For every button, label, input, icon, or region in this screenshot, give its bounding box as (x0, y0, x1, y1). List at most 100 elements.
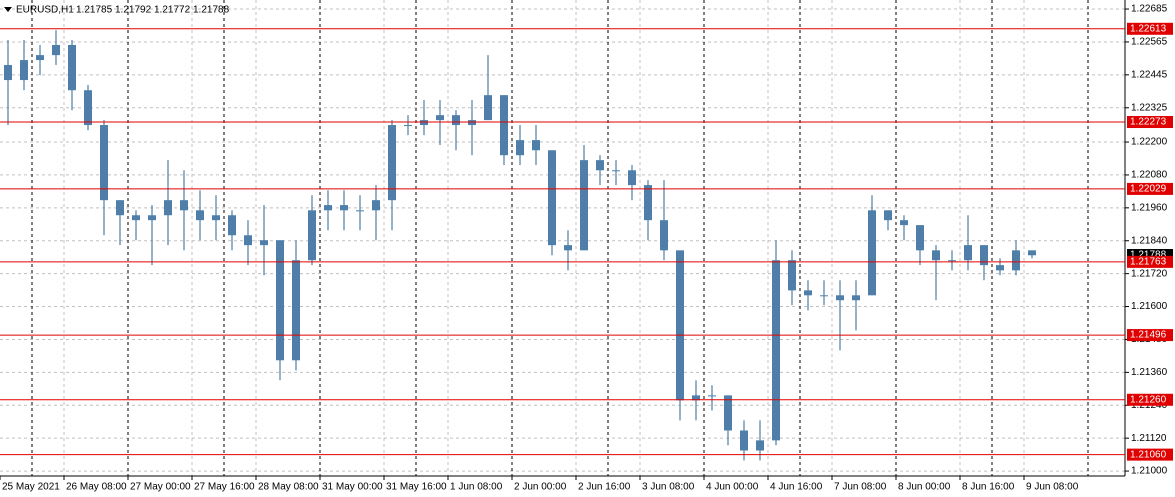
x-tick-label: 31 May 16:00 (386, 482, 447, 493)
candle-body (164, 200, 172, 216)
level-label: 1.22029 (1130, 184, 1167, 195)
y-tick-label: 1.21000 (1131, 466, 1168, 477)
candle-body (292, 260, 300, 361)
candle-body (372, 200, 380, 211)
candle-body (436, 115, 444, 121)
candle-body (564, 245, 572, 251)
candle-body (932, 250, 940, 261)
candle-body (340, 205, 348, 211)
y-tick-label: 1.21960 (1131, 202, 1168, 213)
x-tick-label: 26 May 08:00 (66, 482, 127, 493)
menu-arrow (4, 7, 12, 12)
candle-body (804, 290, 812, 296)
candle-body (116, 200, 124, 216)
candle-body (788, 260, 796, 291)
candle-body (852, 295, 860, 301)
candle-body (548, 150, 556, 246)
x-tick-label: 9 Jun 08:00 (1026, 482, 1079, 493)
y-tick-label: 1.21720 (1131, 268, 1168, 279)
candle-body (324, 205, 332, 211)
x-tick-label: 7 Jun 08:00 (834, 482, 887, 493)
candle-body (596, 160, 604, 171)
x-tick-label: 3 Jun 08:00 (642, 482, 695, 493)
y-tick-label: 1.22325 (1131, 102, 1168, 113)
candle-body (100, 125, 108, 201)
candle-body (180, 200, 188, 211)
symbol: EURUSD,H1 (16, 5, 74, 16)
candle-body (516, 140, 524, 156)
level-label: 1.22273 (1130, 117, 1167, 128)
candle-body (52, 44, 60, 56)
candle-body (484, 95, 492, 121)
candle-body (836, 295, 844, 301)
level-label-box (1127, 255, 1173, 268)
candle-body (36, 55, 44, 61)
y-tick-label: 1.22080 (1131, 170, 1168, 181)
y-tick-label: 1.22200 (1131, 137, 1168, 148)
candle-body (884, 210, 892, 221)
candle-body (916, 225, 924, 251)
candle-body (676, 250, 684, 401)
candle-body (756, 440, 764, 451)
bid-label: 1.21788 (1130, 250, 1167, 261)
candle-body (900, 220, 908, 226)
x-tick-label: 27 May 00:00 (130, 482, 191, 493)
candle-body (244, 235, 252, 246)
y-tick-label: 1.21600 (1131, 301, 1168, 312)
level-label-box (1127, 182, 1173, 195)
candle-body (500, 95, 508, 156)
x-tick-label: 25 May 2021 (2, 482, 60, 493)
level-label-box (1127, 22, 1173, 35)
candle-body (820, 295, 828, 297)
x-tick-label: 8 Jun 00:00 (898, 482, 951, 493)
level-label: 1.22613 (1130, 23, 1167, 34)
candle-body (1028, 250, 1036, 256)
candle-body (708, 395, 716, 397)
candle-body (84, 90, 92, 126)
x-tick-label: 8 Jun 16:00 (962, 482, 1015, 493)
candle-body (228, 215, 236, 236)
candle-body (996, 265, 1004, 271)
x-tick-label: 1 Jun 08:00 (450, 482, 503, 493)
candle-body (308, 210, 316, 261)
y-tick-label: 1.21840 (1131, 235, 1168, 246)
y-tick-label: 1.22445 (1131, 69, 1168, 80)
y-tick-label: 1.21120 (1131, 433, 1167, 444)
candle-body (612, 170, 620, 172)
level-label-box (1127, 329, 1173, 342)
level-label-box (1127, 393, 1173, 406)
candle-body (580, 160, 588, 251)
candle-body (260, 240, 268, 246)
candle-body (772, 260, 780, 441)
candle-body (132, 215, 140, 221)
candle-body (740, 430, 748, 451)
candle-body (452, 115, 460, 126)
candle-body (196, 210, 204, 221)
candle-body (532, 140, 540, 151)
candle-body (964, 245, 972, 261)
candle-body (388, 125, 396, 201)
x-tick-label: 27 May 16:00 (194, 482, 255, 493)
level-label-box (1127, 448, 1173, 461)
header-low: 1.21772 (154, 5, 191, 16)
level-label: 1.21763 (1130, 256, 1167, 267)
y-tick-label: 1.22685 (1131, 4, 1168, 15)
candle-body (628, 170, 636, 186)
candle-body (724, 395, 732, 431)
candle-body (868, 210, 876, 296)
candle-body (356, 210, 364, 212)
candle-body (1012, 250, 1020, 271)
candle-body (468, 120, 476, 126)
header-high: 1.21792 (115, 5, 152, 16)
x-tick-label: 28 May 08:00 (258, 482, 319, 493)
candle-body (644, 185, 652, 221)
candle-body (660, 220, 668, 251)
candle-body (276, 240, 284, 361)
x-tick-label: 2 Jun 00:00 (514, 482, 567, 493)
candle-body (692, 395, 700, 401)
x-tick-label: 4 Jun 16:00 (770, 482, 823, 493)
level-label: 1.21260 (1130, 394, 1167, 405)
